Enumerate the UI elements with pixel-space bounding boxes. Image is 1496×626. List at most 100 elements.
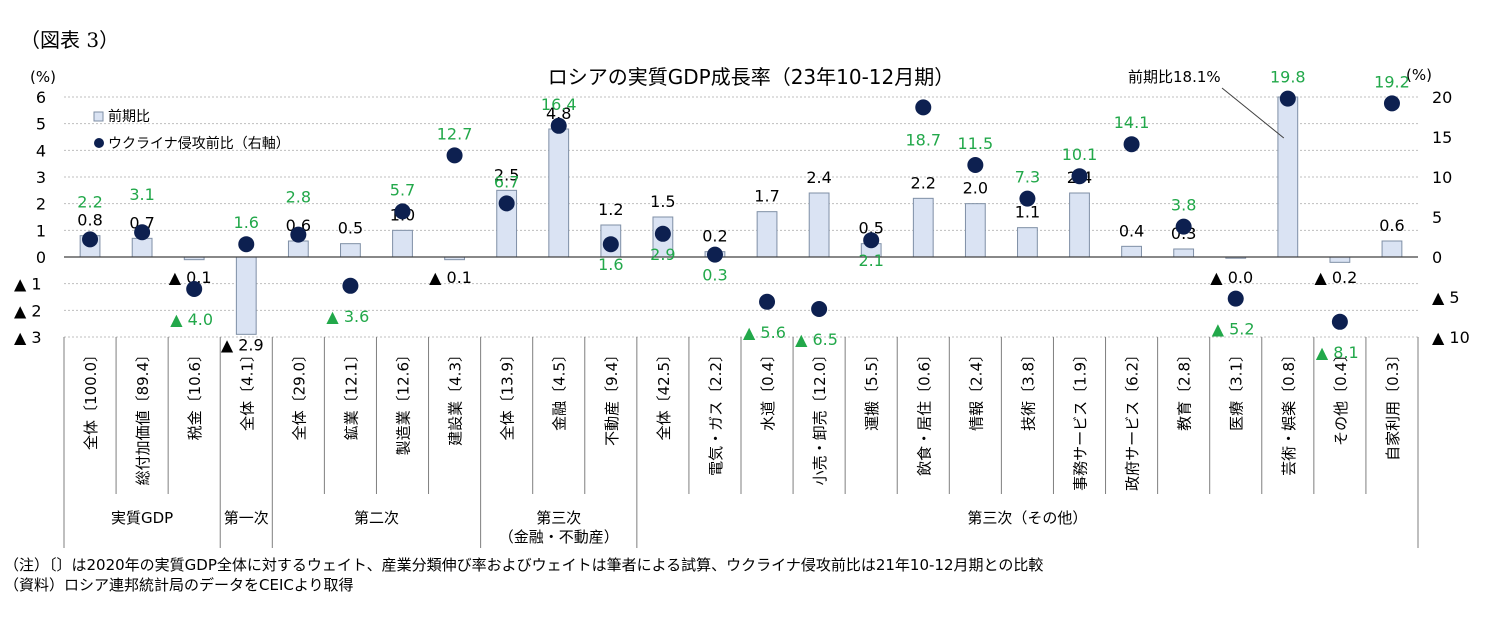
marker-label: 2.1 (858, 251, 883, 270)
marker (602, 236, 619, 253)
category-label: 製造業〔12.6〕 (395, 347, 413, 455)
marker-label: 16.4 (541, 95, 577, 114)
bar (392, 229, 413, 258)
left-axis-tick: 6 (36, 88, 46, 107)
marker-label: 5.7 (390, 180, 415, 199)
marker (446, 147, 463, 164)
category-label: 小売・卸売〔12.0〕 (811, 347, 829, 485)
annotation: 前期比18.1% (1128, 68, 1221, 86)
marker (1383, 95, 1400, 112)
bar (808, 192, 830, 258)
chart-title: ロシアの実質GDP成長率（23年10-12月期） (548, 65, 955, 89)
bar (1277, 96, 1299, 258)
bar (235, 256, 257, 335)
bar (340, 243, 361, 258)
category-label: 事務サービス〔1.9〕 (1072, 347, 1090, 491)
bar (1069, 192, 1090, 258)
category-label: 教育〔2.8〕 (1176, 347, 1194, 431)
left-axis-tick: 5 (36, 115, 46, 134)
bar (1329, 256, 1351, 263)
marker (654, 225, 671, 242)
category-label: 全体〔42.5〕 (655, 347, 673, 440)
bar-label: 0.8 (77, 211, 102, 230)
left-axis-tick: 0 (36, 248, 46, 267)
group-label: 第三次 (536, 509, 581, 527)
marker (1279, 90, 1296, 107)
category-label: 全体〔29.0〕 (290, 347, 308, 440)
bar-label: 0.6 (1379, 216, 1404, 235)
marker-label: ▲ 4.0 (170, 310, 213, 329)
bar-label: ▲ 0.1 (169, 268, 212, 287)
bar-label: 2.0 (963, 179, 988, 198)
marker-label: 19.8 (1270, 68, 1306, 87)
marker (134, 224, 151, 241)
bar (131, 237, 153, 258)
figure-label: （図表 3） (20, 28, 120, 52)
marker-label: 6.7 (494, 172, 519, 191)
right-axis-tick: 0 (1432, 248, 1442, 267)
marker-label: 12.7 (437, 124, 473, 143)
bar-label: 2.5 (494, 165, 519, 184)
group-label: 第三次（その他） (967, 509, 1087, 527)
legend-swatch-bar (93, 111, 104, 122)
marker (1071, 168, 1088, 185)
category-label: 政府サービス〔6.2〕 (1124, 347, 1142, 491)
bar-label: 0.4 (1119, 221, 1144, 240)
category-label: 建設業〔4.3〕 (447, 347, 465, 446)
bar-label: 0.5 (338, 219, 363, 238)
left-axis-tick: 4 (36, 141, 46, 160)
marker-label: 2.9 (650, 245, 675, 264)
marker (1019, 190, 1036, 207)
bar (1121, 245, 1142, 258)
right-axis-tick: 20 (1432, 88, 1452, 107)
marker (1175, 218, 1192, 235)
category-label: 全体〔4.1〕 (238, 347, 256, 431)
bar-label: 0.5 (858, 219, 883, 238)
category-label: 鉱業〔12.1〕 (342, 347, 360, 440)
marker (706, 246, 723, 263)
marker (1123, 136, 1140, 153)
category-label: 電気・ガス〔2.2〕 (707, 347, 725, 476)
right-axis-tick: ▲ 10 (1432, 328, 1470, 347)
category-label: 技術〔3.8〕 (1019, 347, 1037, 431)
marker-label: 0.3 (702, 266, 727, 285)
category-label: 医療〔3.1〕 (1228, 347, 1246, 431)
left-axis-tick: ▲ 2 (14, 301, 42, 320)
bar-label: 0.2 (702, 227, 727, 246)
category-label: 全体〔100.0〕 (82, 347, 100, 450)
marker-label: ▲ 8.1 (1316, 343, 1359, 362)
bar-label: ▲ 0.0 (1210, 268, 1253, 287)
bar-label: 4.8 (546, 104, 571, 123)
bar (1381, 240, 1403, 258)
right-axis-tick: 15 (1432, 128, 1452, 147)
bar-label: 1.2 (598, 200, 623, 219)
bar (912, 197, 934, 258)
marker (498, 195, 515, 212)
group-label: （金融・不動産） (499, 528, 619, 546)
marker (186, 281, 203, 297)
bar-label: ▲ 0.2 (1314, 268, 1357, 287)
marker (82, 231, 99, 248)
legend-label-bar: 前期比 (108, 108, 150, 125)
category-label: 税金〔10.6〕 (186, 347, 204, 440)
category-label: 水道〔0.4〕 (759, 347, 777, 431)
marker-label: 11.5 (958, 134, 994, 153)
marker (1227, 290, 1244, 307)
marker-label: ▲ 3.6 (326, 307, 369, 326)
marker-label: 19.2 (1374, 72, 1410, 91)
category-label: 飲食・居住〔0.6〕 (915, 347, 933, 476)
right-axis-tick: ▲ 5 (1432, 288, 1460, 307)
source-text: （資料）ロシア連邦統計局のデータをCEICより取得 (4, 576, 354, 594)
marker (863, 232, 880, 249)
marker-label: 1.6 (234, 213, 259, 232)
marker (238, 236, 255, 253)
bar-label: 1.5 (650, 192, 675, 211)
marker-label: 18.7 (905, 130, 941, 149)
marker (550, 117, 567, 134)
bar-label: 2.2 (911, 173, 936, 192)
left-axis-tick: ▲ 3 (14, 328, 42, 347)
marker (1331, 313, 1348, 330)
marker-label: ▲ 5.2 (1212, 320, 1255, 339)
marker (394, 203, 411, 220)
